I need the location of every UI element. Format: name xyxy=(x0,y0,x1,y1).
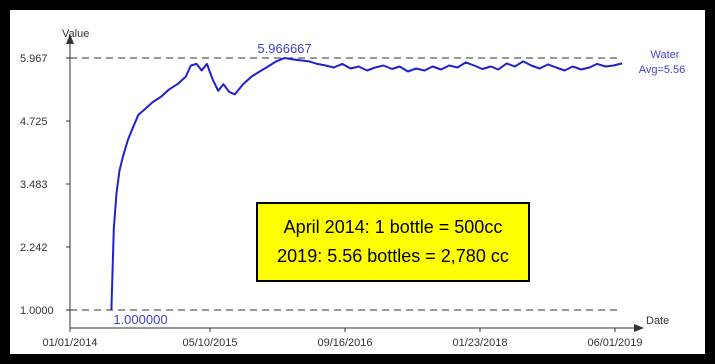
max-value-label: 5.966667 xyxy=(257,41,311,56)
x-axis: Date 01/01/2014 05/10/2015 09/16/2016 01/23/… xyxy=(42,315,669,349)
series-line-water xyxy=(110,57,623,311)
callout-line-1: April 2014: 1 bottle = 500cc xyxy=(283,217,503,237)
y-tick-label: 2.242 xyxy=(20,242,48,254)
x-tick-label: 06/01/2019 xyxy=(587,337,642,349)
annotations-layer: 5.966667 1.000000 xyxy=(113,41,311,327)
y-axis-title: Value xyxy=(62,28,89,40)
x-axis-title: Date xyxy=(646,315,669,327)
x-tick-label: 09/16/2016 xyxy=(317,337,372,349)
callout-box: April 2014: 1 bottle = 500cc 2019: 5.56 … xyxy=(256,202,530,282)
x-tick-label: 01/23/2018 xyxy=(452,337,507,349)
legend: Water Avg=5.56 xyxy=(639,49,686,76)
y-tick-label: 1.0000 xyxy=(20,305,54,317)
legend-average: Avg=5.56 xyxy=(639,64,686,76)
callout-line-2: 2019: 5.56 bottles = 2,780 cc xyxy=(277,246,509,266)
y-tick-label: 3.483 xyxy=(20,179,48,191)
min-value-label: 1.000000 xyxy=(113,312,167,327)
y-tick-label: 4.725 xyxy=(20,116,48,128)
x-axis-arrow xyxy=(634,324,644,332)
reference-lines xyxy=(70,57,622,311)
chart-frame: Value 1.0000 2.242 3.483 4.725 5.967 Date 01/0… xyxy=(10,10,705,354)
y-axis: Value 1.0000 2.242 3.483 4.725 5.967 xyxy=(20,28,89,328)
y-tick-label: 5.967 xyxy=(20,53,48,65)
x-tick-label: 05/10/2015 xyxy=(182,337,237,349)
line-chart: Value 1.0000 2.242 3.483 4.725 5.967 Date 01/0… xyxy=(20,28,686,349)
x-tick-label: 01/01/2014 xyxy=(42,337,97,349)
series-layer xyxy=(110,57,623,311)
y-axis-arrow xyxy=(66,34,74,44)
legend-series-name: Water xyxy=(651,49,680,61)
